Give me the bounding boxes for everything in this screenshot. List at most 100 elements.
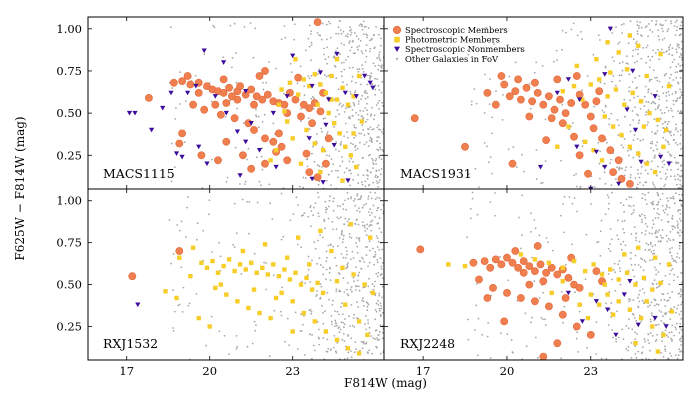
- other-galaxy-point: [650, 241, 652, 244]
- other-galaxy-point: [636, 24, 639, 26]
- spectroscopic-member-point: [175, 139, 184, 148]
- other-galaxy-point: [680, 194, 683, 196]
- other-galaxy-point: [657, 49, 659, 51]
- other-galaxy-point: [664, 121, 667, 123]
- other-galaxy-point: [670, 331, 673, 334]
- other-galaxy-point: [643, 292, 646, 294]
- y-tick-label: 0.25: [56, 319, 82, 333]
- photometric-member-point: [661, 332, 666, 338]
- other-galaxy-point: [346, 136, 349, 139]
- other-galaxy-point: [170, 180, 173, 183]
- other-galaxy-point: [674, 128, 677, 131]
- other-galaxy-point: [210, 315, 213, 318]
- other-galaxy-point: [361, 95, 364, 97]
- other-galaxy-point: [560, 214, 562, 217]
- other-galaxy-point: [170, 262, 173, 265]
- other-galaxy-point: [352, 40, 354, 42]
- other-galaxy-point: [370, 335, 373, 337]
- photometric-member-point: [163, 289, 168, 294]
- other-galaxy-point: [665, 99, 668, 102]
- other-galaxy-point: [369, 74, 371, 77]
- spectroscopic-member-point: [183, 72, 192, 80]
- other-galaxy-point: [609, 162, 612, 165]
- other-galaxy-point: [633, 316, 636, 319]
- other-galaxy-point: [668, 46, 671, 48]
- other-galaxy-point: [657, 105, 660, 108]
- other-galaxy-point: [379, 257, 382, 260]
- spectroscopic-nonmember-point: [565, 290, 571, 296]
- other-galaxy-point: [345, 167, 348, 170]
- other-galaxy-point: [366, 309, 369, 312]
- other-galaxy-point: [340, 321, 343, 323]
- other-galaxy-point: [357, 317, 359, 320]
- photometric-member-point: [340, 265, 345, 270]
- other-galaxy-point: [673, 202, 676, 205]
- spectroscopic-nonmember-point: [284, 94, 290, 99]
- other-galaxy-point: [579, 185, 582, 188]
- other-galaxy-point: [325, 206, 327, 209]
- other-galaxy-point: [672, 197, 675, 200]
- other-galaxy-point: [300, 330, 303, 332]
- other-galaxy-point: [679, 322, 682, 325]
- other-galaxy-point: [650, 320, 652, 323]
- other-galaxy-point: [656, 191, 659, 194]
- other-galaxy-point: [223, 334, 226, 337]
- other-galaxy-point: [679, 76, 682, 79]
- other-galaxy-point: [616, 219, 619, 222]
- spectroscopic-member-point: [525, 112, 534, 121]
- other-galaxy-point: [679, 142, 682, 145]
- other-galaxy-point: [665, 126, 668, 129]
- other-galaxy-point: [182, 286, 185, 289]
- photometric-member-point: [293, 57, 298, 62]
- other-galaxy-point: [318, 68, 321, 71]
- other-galaxy-point: [281, 286, 283, 289]
- y-tick-label: 0.75: [56, 236, 82, 250]
- other-galaxy-point: [658, 229, 661, 232]
- legend-marker-other-galaxy: [395, 57, 399, 60]
- other-galaxy-point: [641, 351, 644, 354]
- other-galaxy-point: [584, 278, 587, 281]
- other-galaxy-point: [257, 115, 260, 118]
- other-galaxy-point: [656, 334, 658, 336]
- other-galaxy-point: [680, 148, 682, 151]
- other-galaxy-point: [327, 173, 330, 176]
- other-galaxy-point: [255, 324, 257, 326]
- other-galaxy-point: [310, 30, 312, 33]
- other-galaxy-point: [637, 95, 639, 98]
- photometric-member-point: [243, 267, 248, 272]
- other-galaxy-point: [268, 61, 270, 63]
- photometric-member-point: [188, 274, 193, 279]
- other-galaxy-point: [666, 358, 669, 360]
- other-galaxy-point: [623, 219, 626, 222]
- other-galaxy-point: [634, 254, 637, 257]
- other-galaxy-point: [617, 124, 620, 127]
- photometric-member-point: [312, 72, 317, 77]
- other-galaxy-point: [640, 172, 642, 175]
- photometric-member-point: [655, 349, 661, 354]
- spectroscopic-nonmember-point: [196, 144, 202, 150]
- other-galaxy-point: [307, 215, 310, 218]
- spectroscopic-member-point: [572, 322, 581, 331]
- other-galaxy-point: [375, 273, 378, 275]
- other-galaxy-point: [610, 302, 613, 304]
- photometric-member-point: [594, 57, 599, 62]
- spectroscopic-member-point: [609, 168, 617, 176]
- other-galaxy-point: [174, 118, 177, 120]
- other-galaxy-point: [172, 253, 175, 255]
- other-galaxy-point: [681, 281, 683, 284]
- other-galaxy-point: [530, 231, 532, 233]
- other-galaxy-point: [367, 145, 370, 148]
- other-galaxy-point: [379, 302, 382, 305]
- other-galaxy-point: [356, 209, 359, 212]
- other-galaxy-point: [512, 146, 515, 149]
- other-galaxy-point: [661, 112, 663, 114]
- photometric-member-point: [351, 131, 356, 136]
- other-galaxy-point: [656, 212, 659, 215]
- other-galaxy-point: [644, 248, 647, 251]
- other-galaxy-point: [613, 60, 615, 62]
- y-tick-label: 0.50: [56, 106, 82, 120]
- photometric-member-point: [304, 275, 309, 281]
- other-galaxy-point: [489, 156, 492, 159]
- other-galaxy-point: [358, 100, 360, 103]
